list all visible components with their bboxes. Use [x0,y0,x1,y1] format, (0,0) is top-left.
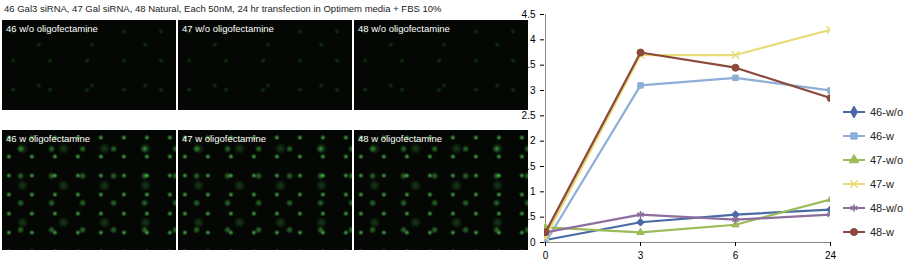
svg-text:1: 1 [530,186,536,197]
svg-text:3: 3 [530,85,536,96]
html-text:46 w oligofectamine: 46 w oligofectamine [6,133,90,144]
html-text:46-w: 46-w [870,130,894,142]
html-text:46 w/o oligofectamine: 46 w/o oligofectamine [6,23,98,34]
svg-text:2.5: 2.5 [522,110,536,121]
html-text:48 w oligofectamine: 48 w oligofectamine [358,133,442,144]
html-text:47-w/o: 47-w/o [870,154,903,166]
svg-text:0.5: 0.5 [521,211,536,223]
svg-text:0: 0 [543,250,549,261]
html-text:48-w: 48-w [870,226,894,238]
html-text:48 w/o oligofectamine: 48 w/o oligofectamine [358,23,450,34]
svg-text:6: 6 [733,250,739,261]
svg-text:24: 24 [825,250,837,261]
svg-text:4: 4 [530,34,536,45]
svg-text:2: 2 [530,135,536,146]
svg-text:1.5: 1.5 [521,160,536,172]
html-text:48-w/o: 48-w/o [870,202,903,214]
svg-text:0: 0 [530,237,536,248]
html-text:47 w/o oligofectamine: 47 w/o oligofectamine [182,23,274,34]
html-text:46-w/o: 46-w/o [870,106,903,118]
svg-text:3.5: 3.5 [521,59,536,71]
html-text:46 Gal3 siRNA, 47 Gal siRNA, 4: 46 Gal3 siRNA, 47 Gal siRNA, 48 Natural,… [4,3,442,14]
svg-text:4.5: 4.5 [522,9,536,20]
html-text:47-w: 47-w [870,178,894,190]
html-text:47 w oligofectamine: 47 w oligofectamine [182,133,266,144]
svg-text:3: 3 [638,250,644,261]
